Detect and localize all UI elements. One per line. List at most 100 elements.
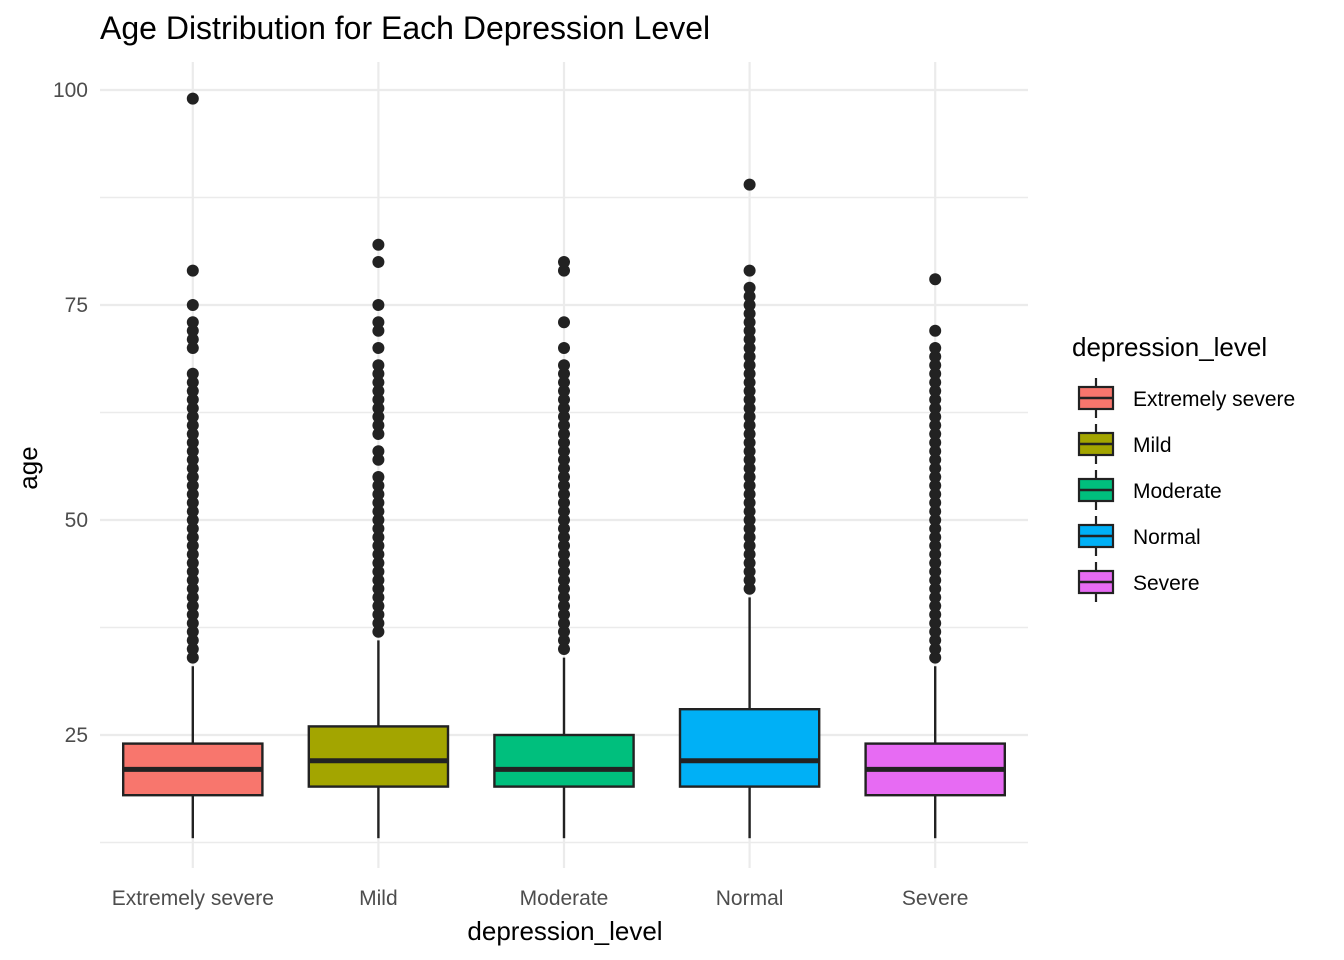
outlier-point <box>929 617 942 630</box>
outlier-point <box>558 557 570 569</box>
outlier-point <box>372 479 385 492</box>
outlier-point <box>558 359 570 372</box>
outlier-point <box>558 402 570 415</box>
outlier-point <box>929 488 942 501</box>
outlier-point <box>372 393 385 406</box>
outlier-point <box>372 238 385 251</box>
legend-label: Extremely severe <box>1133 388 1295 411</box>
outlier-point <box>372 471 385 483</box>
outlier-point <box>743 445 756 458</box>
outlier-point <box>186 488 199 501</box>
outlier-point <box>372 385 385 397</box>
legend-label: Severe <box>1133 572 1200 595</box>
outlier-point <box>929 496 942 509</box>
box-moderate <box>493 256 635 839</box>
outlier-point <box>186 496 199 509</box>
outlier-point <box>372 565 385 578</box>
outlier-point <box>743 505 756 518</box>
outlier-point <box>372 299 385 311</box>
outlier-point <box>743 548 756 561</box>
outlier-point <box>372 342 385 354</box>
outlier-point <box>929 514 942 526</box>
y-axis-title: age <box>13 446 43 489</box>
outlier-point <box>372 548 385 561</box>
outlier-point <box>186 531 199 544</box>
outlier-point <box>186 591 199 604</box>
outlier-point <box>372 402 385 415</box>
chart-title: Age Distribution for Each Depression Lev… <box>100 10 710 46</box>
outlier-point <box>186 264 199 277</box>
outlier-point <box>558 505 570 518</box>
outlier-point <box>743 462 756 475</box>
outlier-point <box>372 591 385 604</box>
outlier-point <box>558 591 570 604</box>
outlier-point <box>929 419 942 432</box>
outlier-point <box>186 557 199 569</box>
outlier-point <box>743 522 756 535</box>
outlier-point <box>372 488 385 501</box>
outlier-point <box>743 479 756 492</box>
outlier-point <box>929 643 942 655</box>
legend-title: depression_level <box>1072 332 1267 362</box>
outlier-point <box>372 539 385 552</box>
outlier-point <box>186 462 199 475</box>
outlier-point <box>743 539 756 552</box>
outlier-point <box>929 600 942 612</box>
legend-label: Normal <box>1133 526 1201 549</box>
outlier-point <box>186 419 199 432</box>
outlier-point <box>929 462 942 475</box>
outlier-point <box>929 574 942 587</box>
box-normal <box>678 178 821 839</box>
outlier-point <box>929 324 942 337</box>
outlier-point <box>743 565 756 578</box>
outlier-point <box>929 402 942 415</box>
legend-item: Normal <box>1077 516 1201 556</box>
outlier-point <box>186 393 199 406</box>
outlier-point <box>186 445 199 458</box>
outlier-point <box>558 410 570 423</box>
outlier-point <box>186 385 199 397</box>
outlier-point <box>929 539 942 552</box>
outlier-point <box>186 453 199 466</box>
outlier-point <box>743 410 756 423</box>
outlier-point <box>743 359 756 372</box>
box-series <box>121 92 1006 839</box>
outlier-point <box>186 324 199 337</box>
legend-item: Severe <box>1077 562 1200 602</box>
outlier-point <box>372 376 385 389</box>
outlier-point <box>558 453 570 466</box>
outlier-point <box>929 350 942 363</box>
outlier-point <box>558 496 570 509</box>
outlier-point <box>743 376 756 389</box>
outlier-point <box>372 522 385 535</box>
outlier-point <box>558 471 570 483</box>
outlier-point <box>186 522 199 535</box>
box-severe <box>864 273 1006 839</box>
x-axis-title: depression_level <box>467 916 662 946</box>
outlier-point <box>186 505 199 518</box>
y-tick-label: 100 <box>53 79 88 102</box>
outlier-point <box>558 539 570 552</box>
outlier-point <box>743 393 756 406</box>
outlier-point <box>558 522 570 535</box>
outlier-point <box>743 367 756 380</box>
box-iqr <box>678 708 821 788</box>
outlier-point <box>743 514 756 526</box>
outlier-point <box>558 419 570 432</box>
outlier-point <box>558 376 570 389</box>
outlier-point <box>372 505 385 518</box>
outlier-point <box>743 428 756 440</box>
outlier-point <box>743 436 756 449</box>
outlier-point <box>929 376 942 389</box>
outlier-point <box>743 178 756 191</box>
outlier-point <box>558 582 570 595</box>
outlier-point <box>558 617 570 630</box>
outlier-point <box>558 634 570 647</box>
outlier-point <box>372 531 385 544</box>
outlier-point <box>558 479 570 492</box>
outlier-point <box>186 651 199 664</box>
y-tick-label: 50 <box>65 509 88 532</box>
outlier-point <box>372 359 385 372</box>
x-tick-label: Mild <box>359 887 398 910</box>
outlier-point <box>372 574 385 587</box>
